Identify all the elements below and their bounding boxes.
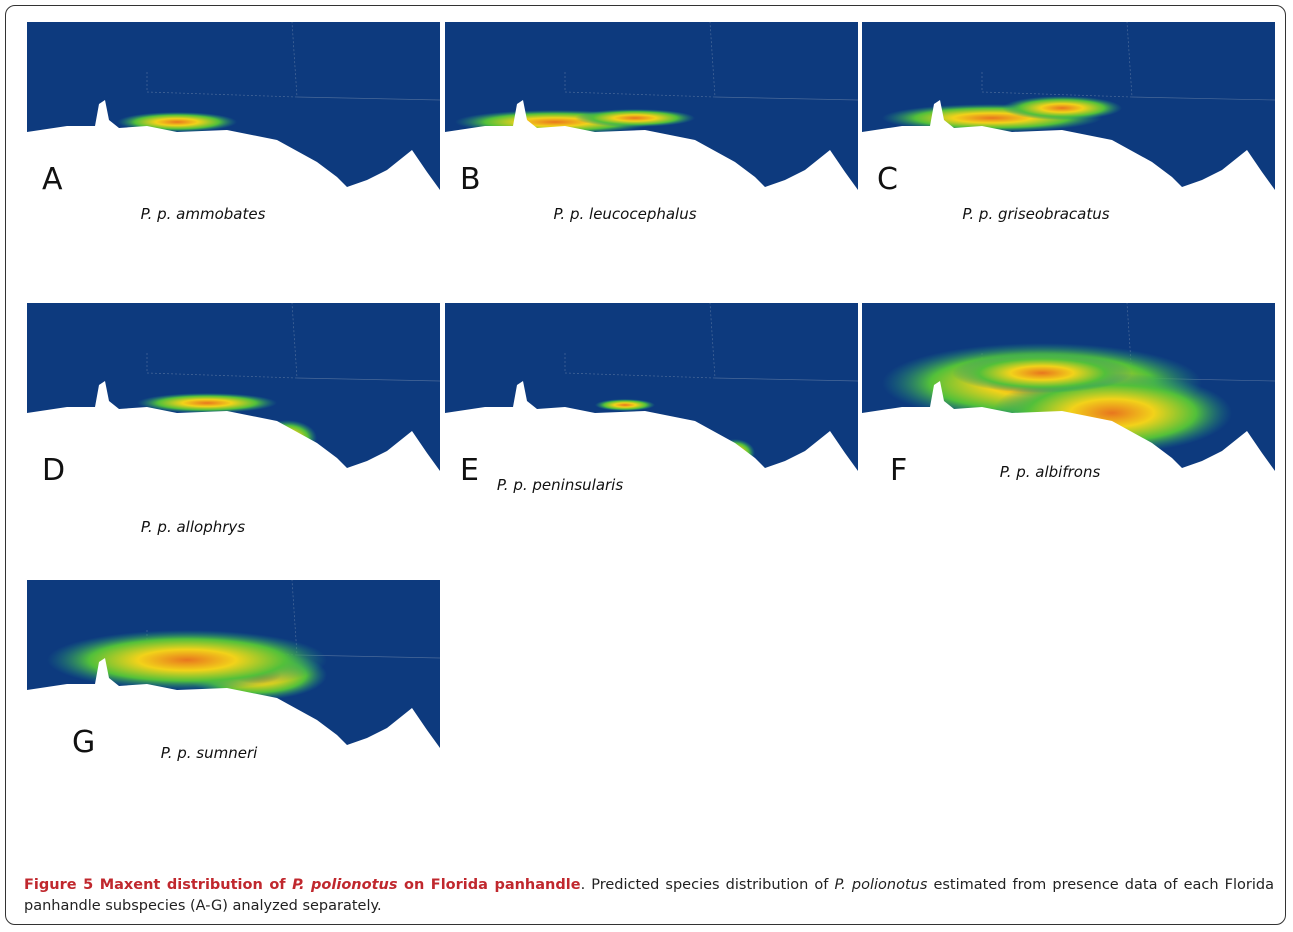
map-panel: E P. p. peninsularis xyxy=(445,303,858,553)
distribution-map xyxy=(445,22,858,222)
species-label: P. p. allophrys xyxy=(141,518,245,536)
figure-caption: Figure 5 Maxent distribution of P. polio… xyxy=(24,875,1274,917)
panel-letter: D xyxy=(42,453,65,488)
species-label: P. p. leucocephalus xyxy=(553,205,696,223)
species-label: P. p. sumneri xyxy=(161,744,258,762)
map-panel: F P. p. albifrons xyxy=(862,303,1275,553)
caption-segment: . Predicted species distribution of xyxy=(581,877,835,893)
species-label: P. p. peninsularis xyxy=(497,476,623,494)
distribution-map xyxy=(862,22,1275,222)
distribution-map xyxy=(27,22,440,222)
panel-letter: G xyxy=(72,725,95,760)
caption-segment: Figure 5 Maxent distribution of xyxy=(24,877,292,893)
map-panel: G P. p. sumneri xyxy=(27,580,440,830)
map-panel: A P. p. ammobates xyxy=(27,22,440,272)
caption-segment: P. polionotus xyxy=(834,877,927,893)
species-label: P. p. ammobates xyxy=(141,205,266,223)
species-label: P. p. griseobracatus xyxy=(962,205,1109,223)
caption-segment: P. polionotus xyxy=(292,877,397,893)
caption-segment: on Florida panhandle xyxy=(397,877,580,893)
panel-letter: E xyxy=(460,453,479,488)
map-panel: B P. p. leucocephalus xyxy=(445,22,858,272)
species-label: P. p. albifrons xyxy=(1000,463,1101,481)
distribution-map xyxy=(445,303,858,503)
distribution-map xyxy=(27,303,440,503)
panel-letter: A xyxy=(42,162,63,197)
panel-letter: B xyxy=(460,162,481,197)
map-panel: C P. p. griseobracatus xyxy=(862,22,1275,272)
page: A P. p. ammobates B P. p. leucocephalus C P… xyxy=(0,0,1293,932)
panel-letter: C xyxy=(877,162,898,197)
map-panel: D P. p. allophrys xyxy=(27,303,440,553)
panel-letter: F xyxy=(890,453,907,488)
